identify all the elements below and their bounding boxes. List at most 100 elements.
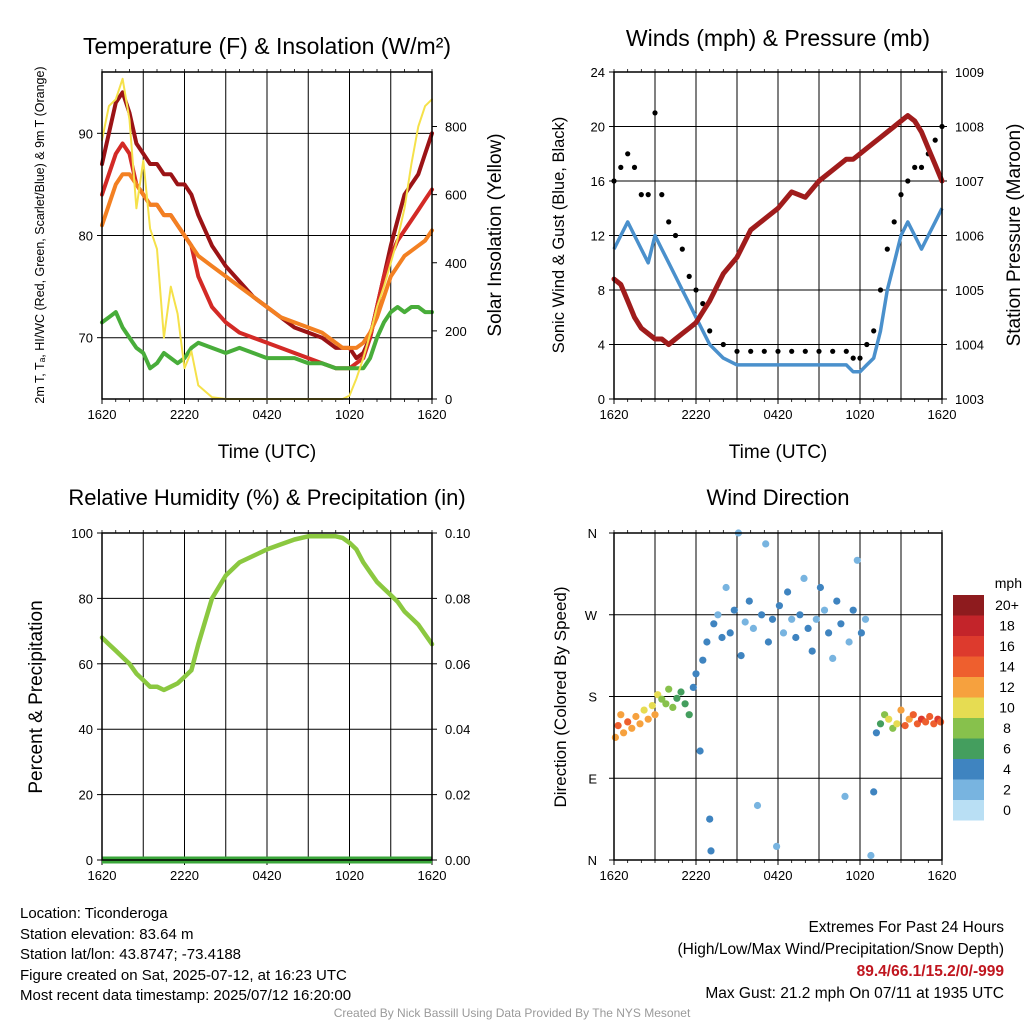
colorbar-swatch bbox=[953, 656, 984, 677]
extremes-description: (High/Low/Max Wind/Precipitation/Snow De… bbox=[677, 941, 1005, 958]
x-tick-label: 1620 bbox=[418, 868, 447, 883]
most-recent-timestamp: Most recent data timestamp: 2025/07/12 1… bbox=[20, 987, 352, 1004]
x-tick-label: 1620 bbox=[600, 868, 629, 883]
y-tick-label: 16 bbox=[591, 174, 605, 189]
x-tick-label: 0420 bbox=[253, 407, 282, 422]
gust-point bbox=[864, 341, 870, 348]
y-tick-label: 20 bbox=[79, 788, 93, 803]
max-gust: Max Gust: 21.2 mph On 07/11 at 1935 UTC bbox=[705, 985, 1004, 1002]
x-tick-label: 1620 bbox=[928, 868, 957, 883]
extremes-panel: Extremes For Past 24 Hours (High/Low/Max… bbox=[678, 917, 1005, 1005]
direction-point bbox=[617, 711, 625, 719]
direction-point bbox=[692, 670, 700, 678]
direction-point bbox=[628, 724, 636, 732]
x-tick-label: 1020 bbox=[846, 868, 875, 883]
gust-point bbox=[666, 219, 672, 225]
direction-point bbox=[773, 842, 781, 851]
y2-tick-label: 1003 bbox=[955, 392, 984, 407]
direction-point bbox=[640, 706, 648, 714]
gust-point bbox=[884, 246, 890, 252]
x-tick-label: 1020 bbox=[335, 407, 364, 422]
direction-point bbox=[768, 615, 777, 623]
direction-point bbox=[689, 683, 697, 692]
direction-point bbox=[812, 615, 820, 623]
chart-title: Relative Humidity (%) & Precipitation (i… bbox=[68, 485, 465, 510]
direction-point bbox=[753, 801, 762, 810]
x-tick-label: 1020 bbox=[846, 407, 875, 422]
y2-tick-label: 0.10 bbox=[445, 526, 470, 541]
direction-point bbox=[897, 706, 905, 714]
credit-line: Created By Nick Bassill Using Data Provi… bbox=[333, 1006, 691, 1020]
direction-point bbox=[762, 540, 770, 548]
y-tick-label: S bbox=[588, 690, 597, 705]
gust-point bbox=[816, 348, 822, 354]
y-tick-label: 40 bbox=[79, 722, 93, 737]
y2-tick-label: 800 bbox=[445, 120, 467, 135]
pressure-series bbox=[611, 113, 945, 347]
direction-point bbox=[730, 606, 738, 614]
direction-point bbox=[808, 647, 816, 655]
direction-point bbox=[861, 615, 870, 623]
gust-point bbox=[789, 348, 795, 354]
y2-tick-label: 1006 bbox=[955, 229, 984, 244]
colorbar-label: 0 bbox=[1003, 802, 1011, 818]
direction-point bbox=[651, 711, 659, 719]
y-tick-label: N bbox=[588, 853, 597, 868]
direction-point bbox=[673, 694, 681, 702]
y-tick-label: 0 bbox=[598, 392, 605, 407]
colorbar-swatch bbox=[953, 759, 984, 780]
gust-point bbox=[802, 348, 808, 354]
extremes-title: Extremes For Past 24 Hours bbox=[808, 919, 1004, 936]
direction-point bbox=[620, 729, 628, 737]
colorbar-title: mph bbox=[995, 575, 1022, 591]
direction-point bbox=[867, 851, 875, 860]
direction-point bbox=[775, 602, 784, 610]
x-tick-label: 2220 bbox=[682, 868, 711, 883]
direction-point bbox=[841, 792, 849, 801]
direction-point bbox=[930, 720, 938, 728]
x-tick-label: 1020 bbox=[335, 868, 364, 883]
x-tick-label: 1620 bbox=[88, 868, 117, 883]
colorbar-swatch bbox=[953, 718, 984, 739]
y-tick-label: 90 bbox=[79, 126, 93, 141]
direction-point bbox=[876, 720, 885, 728]
direction-point bbox=[681, 700, 689, 708]
direction-point bbox=[662, 700, 670, 708]
y-tick-label: 80 bbox=[79, 229, 93, 244]
gust-point bbox=[700, 301, 706, 307]
direction-point bbox=[913, 720, 922, 728]
gust-point bbox=[898, 192, 904, 198]
direction-point bbox=[857, 629, 866, 637]
direction-point bbox=[788, 615, 796, 623]
direction-point bbox=[845, 638, 853, 646]
gust-point bbox=[645, 192, 651, 198]
direction-point bbox=[696, 747, 704, 755]
direction-point bbox=[872, 729, 881, 737]
direction-point bbox=[909, 711, 917, 719]
gust-point bbox=[843, 348, 849, 354]
colorbar-label: 10 bbox=[999, 700, 1015, 716]
humidity-series bbox=[99, 534, 435, 693]
gust-point bbox=[734, 348, 740, 354]
x-tick-label: 2220 bbox=[170, 868, 199, 883]
gust-point bbox=[638, 192, 644, 198]
gust-point bbox=[761, 348, 767, 354]
direction-point bbox=[614, 722, 622, 730]
direction-point bbox=[796, 611, 804, 619]
gust-point bbox=[659, 192, 665, 198]
direction-point bbox=[706, 815, 714, 823]
y2-tick-label: 0.08 bbox=[445, 591, 470, 606]
direction-point bbox=[764, 638, 773, 646]
colorbar-swatch bbox=[953, 738, 984, 759]
x-tick-label: 1620 bbox=[418, 407, 447, 422]
colorbar-label: 20+ bbox=[995, 597, 1019, 613]
y-axis-label: 2m T, Tₐ, HI/WC (Red, Green, Scarlet/Blu… bbox=[33, 66, 47, 403]
gust-point bbox=[625, 151, 631, 157]
y-tick-label: N bbox=[588, 526, 597, 541]
x-tick-label: 1620 bbox=[88, 407, 117, 422]
direction-point bbox=[714, 611, 722, 619]
direction-point bbox=[648, 702, 656, 710]
direction-point bbox=[885, 715, 893, 723]
gust-point bbox=[748, 348, 754, 354]
